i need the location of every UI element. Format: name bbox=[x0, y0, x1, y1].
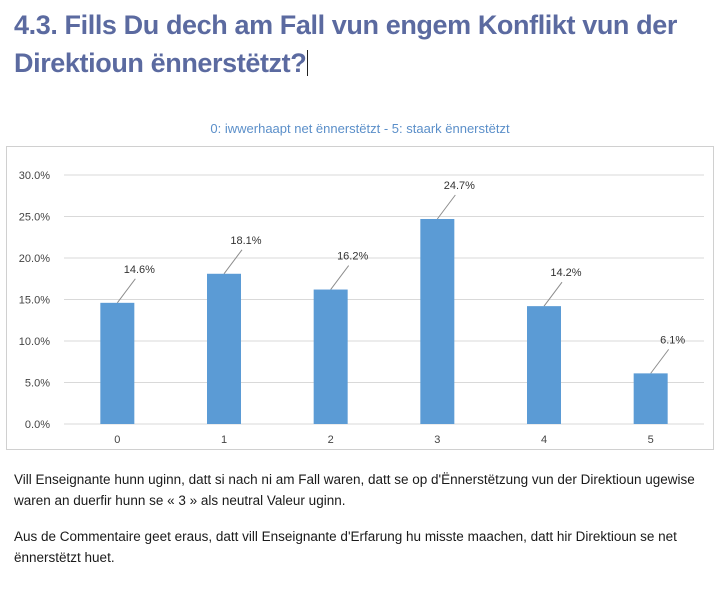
y-tick-label: 25.0% bbox=[19, 212, 50, 224]
x-tick-label: 1 bbox=[221, 434, 227, 446]
bar-chart: 0: iwwerhaapt net ënnerstëtzt - 5: staar… bbox=[6, 108, 714, 450]
paragraph-comments: Aus de Commentaire geet eraus, datt vill… bbox=[14, 529, 677, 565]
leader-lines bbox=[116, 194, 670, 374]
chart-svg: 0: iwwerhaapt net ënnerstëtzt - 5: staar… bbox=[6, 121, 714, 450]
y-tick-label: 0.0% bbox=[25, 419, 50, 431]
gridlines bbox=[64, 174, 704, 425]
x-axis-ticks: 0 1 2 3 4 5 bbox=[114, 434, 653, 446]
leader-line bbox=[436, 194, 456, 220]
y-tick-label: 20.0% bbox=[19, 253, 50, 265]
data-label: 24.7% bbox=[444, 180, 475, 192]
y-axis-ticks: 0.0% 5.0% 10.0% 15.0% 20.0% 25.0% 30.0% bbox=[19, 170, 50, 431]
bar-1 bbox=[207, 273, 241, 424]
bar-3 bbox=[420, 218, 455, 424]
leader-line bbox=[330, 265, 350, 290]
y-tick-label: 15.0% bbox=[19, 295, 50, 307]
data-label: 16.2% bbox=[337, 251, 368, 263]
x-tick-label: 2 bbox=[328, 434, 334, 446]
text-cursor bbox=[307, 50, 309, 76]
page-heading: 4.3. Fills Du dech am Fall vun engem Kon… bbox=[14, 6, 714, 82]
x-tick-label: 0 bbox=[114, 434, 120, 446]
bar-4 bbox=[527, 306, 561, 424]
heading-text: 4.3. Fills Du dech am Fall vun engem Kon… bbox=[14, 10, 677, 78]
bars bbox=[100, 218, 668, 424]
data-label: 18.1% bbox=[230, 235, 261, 247]
x-tick-label: 5 bbox=[648, 434, 654, 446]
leader-line bbox=[543, 281, 563, 307]
bar-0 bbox=[100, 302, 135, 424]
x-tick-label: 3 bbox=[434, 434, 440, 446]
paragraph-neutral-value: Vill Enseignante hunn uginn, datt si nac… bbox=[14, 472, 695, 508]
data-label: 14.6% bbox=[124, 264, 155, 276]
data-labels: 14.6% 18.1% 16.2% 24.7% 14.2% 6.1% bbox=[124, 180, 686, 346]
y-tick-label: 30.0% bbox=[19, 170, 50, 182]
y-tick-label: 10.0% bbox=[19, 336, 50, 348]
chart-title: 0: iwwerhaapt net ënnerstëtzt - 5: staar… bbox=[210, 121, 510, 136]
x-tick-label: 4 bbox=[541, 434, 547, 446]
leader-line bbox=[223, 249, 243, 275]
leader-line bbox=[116, 278, 136, 304]
leader-line bbox=[650, 349, 670, 374]
data-label: 14.2% bbox=[550, 267, 581, 279]
y-tick-label: 5.0% bbox=[25, 378, 50, 390]
bar-2 bbox=[313, 289, 348, 424]
data-label: 6.1% bbox=[660, 334, 685, 346]
bar-5 bbox=[633, 373, 668, 424]
